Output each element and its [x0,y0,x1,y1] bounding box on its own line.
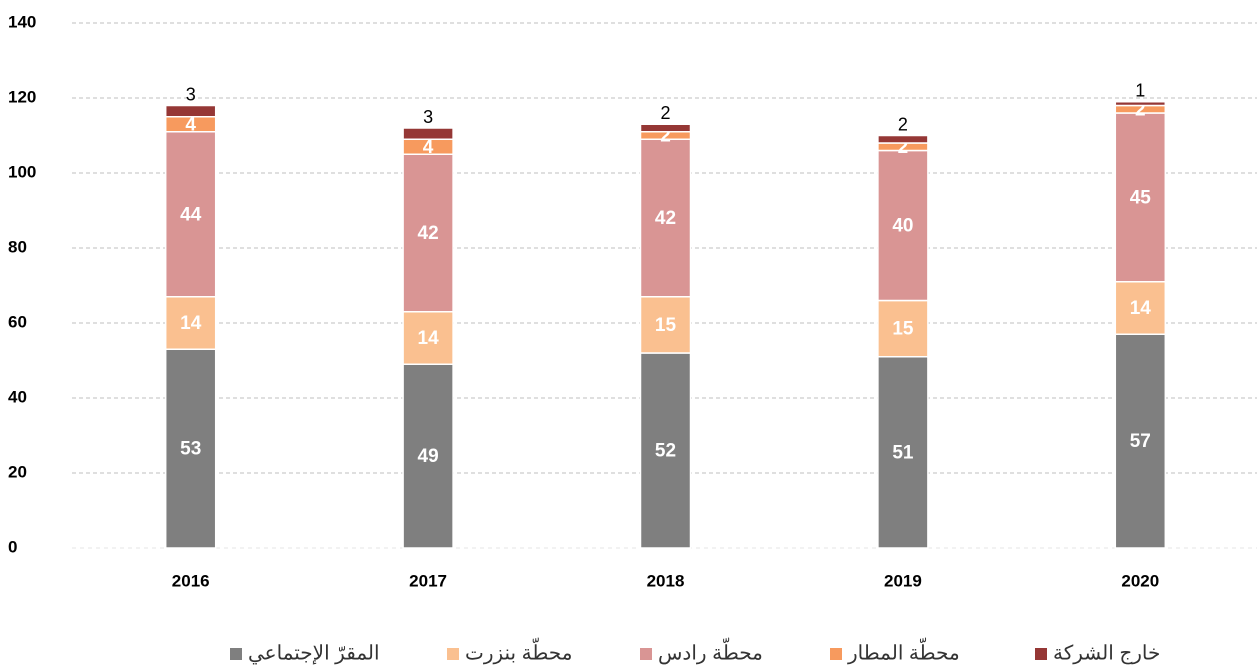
bar-segment [639,352,692,549]
x-tick-label: 2017 [409,571,447,590]
bar-segment [1114,101,1167,107]
data-label: 57 [1130,431,1151,452]
data-label: 51 [892,442,914,463]
legend-label: المقرّ الإجتماعي [248,642,380,665]
data-label: 2 [898,114,908,134]
y-tick-label: 60 [8,312,27,331]
bar-segment [1114,281,1167,335]
data-label: 14 [1130,298,1152,319]
data-label: 15 [892,319,914,340]
bar-segment [164,104,217,118]
legend-label: محطّة المطار [847,637,960,664]
legend-swatch [447,648,459,660]
bar-segment [402,153,454,313]
bar-segment [164,348,217,549]
bar-segment [164,296,217,350]
bar-segment [1114,112,1167,283]
y-tick-label: 120 [8,87,36,106]
data-label: 42 [418,223,439,244]
bar-segment [402,363,454,549]
legend-swatch [830,648,842,660]
data-label: 1 [1135,81,1145,101]
legend-swatch [640,648,652,660]
bar-segment [877,299,929,358]
x-tick-label: 2016 [172,571,210,590]
y-tick-label: 40 [8,387,27,406]
data-label: 14 [180,313,202,334]
bar-segment [1114,333,1167,549]
y-tick-label: 0 [8,537,17,556]
legend-swatch [1035,648,1047,660]
data-label: 52 [655,441,676,462]
y-tick-label: 20 [8,462,27,481]
data-label: 53 [180,439,201,460]
legend-label: محطّة رادس [658,637,763,664]
legend-label: محطّة بنزرت [465,637,572,664]
legend-swatch [230,648,242,660]
data-label: 4 [423,137,434,158]
data-label: 4 [185,114,196,135]
data-label: 44 [180,204,202,225]
data-label: 15 [655,315,677,336]
bar-segment [639,123,692,133]
x-tick-label: 2019 [884,571,922,590]
data-label: 14 [418,328,440,349]
bar-segment [877,356,929,549]
y-tick-label: 140 [8,12,36,31]
data-label: 2 [660,126,671,147]
data-label: 49 [418,446,439,467]
data-label: 42 [655,208,676,229]
x-tick-label: 2020 [1121,571,1159,590]
x-tick-label: 2018 [647,571,685,590]
bar-segment [639,138,692,298]
y-tick-label: 100 [8,162,36,181]
bar-segment [877,134,929,144]
data-label: 2 [660,103,670,123]
bar-segment [877,149,929,302]
legend-label: خارج الشركة [1053,642,1160,664]
data-label: 2 [898,137,909,158]
data-label: 45 [1130,187,1152,208]
data-label: 2 [1135,99,1146,120]
bar-segment [402,127,454,140]
data-label: 3 [186,84,196,104]
data-label: 40 [892,216,913,237]
data-label: 3 [423,107,433,127]
y-tick-label: 80 [8,237,27,256]
